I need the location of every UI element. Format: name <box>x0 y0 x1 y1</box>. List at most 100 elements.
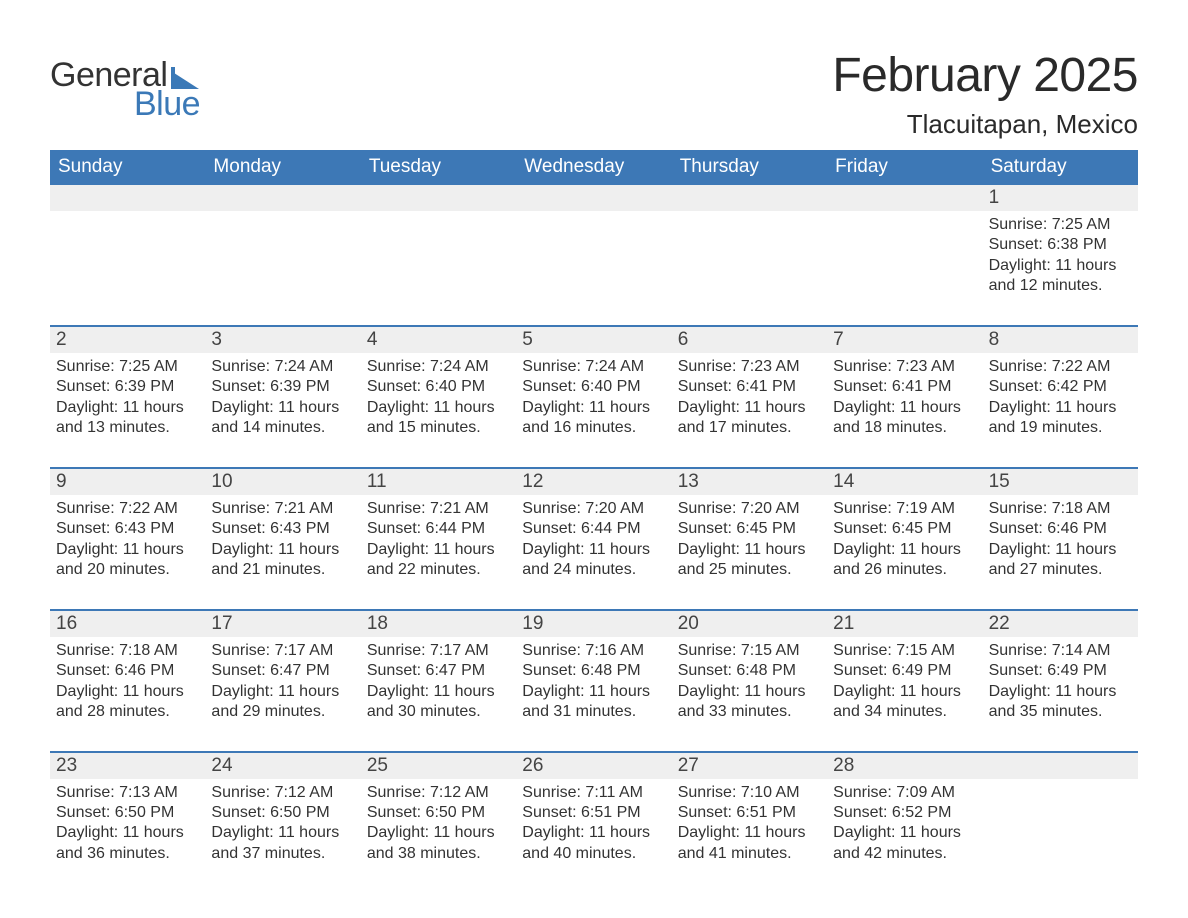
daylight-text: Daylight: 11 hours and 13 minutes. <box>56 398 199 439</box>
day-cell: Sunrise: 7:20 AMSunset: 6:45 PMDaylight:… <box>672 495 827 589</box>
day-cell: Sunrise: 7:23 AMSunset: 6:41 PMDaylight:… <box>827 353 982 447</box>
sunset-text: Sunset: 6:51 PM <box>522 803 665 823</box>
sunset-text: Sunset: 6:44 PM <box>522 519 665 539</box>
day-cell: Sunrise: 7:09 AMSunset: 6:52 PMDaylight:… <box>827 779 982 873</box>
logo-text-blue: Blue <box>134 85 200 124</box>
daylight-text: Daylight: 11 hours and 26 minutes. <box>833 540 976 581</box>
sunset-text: Sunset: 6:45 PM <box>678 519 821 539</box>
day-cell: Sunrise: 7:24 AMSunset: 6:40 PMDaylight:… <box>516 353 671 447</box>
sunset-text: Sunset: 6:39 PM <box>211 377 354 397</box>
daylight-text: Daylight: 11 hours and 29 minutes. <box>211 682 354 723</box>
daylight-text: Daylight: 11 hours and 21 minutes. <box>211 540 354 581</box>
day-number: 8 <box>983 327 1138 353</box>
day-number: 9 <box>50 469 205 495</box>
day-number <box>983 753 1138 779</box>
month-title: February 2025 <box>832 48 1138 103</box>
sunrise-text: Sunrise: 7:12 AM <box>211 783 354 803</box>
day-number: 22 <box>983 611 1138 637</box>
day-cell <box>672 211 827 305</box>
sunset-text: Sunset: 6:50 PM <box>367 803 510 823</box>
sunrise-text: Sunrise: 7:19 AM <box>833 499 976 519</box>
daylight-text: Daylight: 11 hours and 30 minutes. <box>367 682 510 723</box>
sunset-text: Sunset: 6:49 PM <box>833 661 976 681</box>
day-number <box>672 185 827 211</box>
calendar-week: 1Sunrise: 7:25 AMSunset: 6:38 PMDaylight… <box>50 185 1138 305</box>
sunrise-text: Sunrise: 7:17 AM <box>367 641 510 661</box>
sunset-text: Sunset: 6:50 PM <box>211 803 354 823</box>
location-label: Tlacuitapan, Mexico <box>832 109 1138 140</box>
daylight-text: Daylight: 11 hours and 19 minutes. <box>989 398 1132 439</box>
day-cell <box>205 211 360 305</box>
weekday-header: Monday <box>205 150 360 185</box>
calendar-grid: Sunday Monday Tuesday Wednesday Thursday… <box>50 150 1138 872</box>
day-number: 2 <box>50 327 205 353</box>
daylight-text: Daylight: 11 hours and 14 minutes. <box>211 398 354 439</box>
day-cell: Sunrise: 7:16 AMSunset: 6:48 PMDaylight:… <box>516 637 671 731</box>
sunset-text: Sunset: 6:45 PM <box>833 519 976 539</box>
day-cell: Sunrise: 7:21 AMSunset: 6:43 PMDaylight:… <box>205 495 360 589</box>
day-number-row: 2345678 <box>50 327 1138 353</box>
sunrise-text: Sunrise: 7:17 AM <box>211 641 354 661</box>
sunrise-text: Sunrise: 7:20 AM <box>522 499 665 519</box>
day-cell: Sunrise: 7:18 AMSunset: 6:46 PMDaylight:… <box>50 637 205 731</box>
daylight-text: Daylight: 11 hours and 34 minutes. <box>833 682 976 723</box>
day-cell: Sunrise: 7:22 AMSunset: 6:43 PMDaylight:… <box>50 495 205 589</box>
sunset-text: Sunset: 6:49 PM <box>989 661 1132 681</box>
daylight-text: Daylight: 11 hours and 25 minutes. <box>678 540 821 581</box>
day-cell: Sunrise: 7:15 AMSunset: 6:49 PMDaylight:… <box>827 637 982 731</box>
day-cell: Sunrise: 7:14 AMSunset: 6:49 PMDaylight:… <box>983 637 1138 731</box>
daylight-text: Daylight: 11 hours and 41 minutes. <box>678 823 821 864</box>
calendar-page: General Blue February 2025 Tlacuitapan, … <box>0 0 1188 918</box>
daylight-text: Daylight: 11 hours and 20 minutes. <box>56 540 199 581</box>
sunrise-text: Sunrise: 7:23 AM <box>678 357 821 377</box>
weekday-header: Friday <box>827 150 982 185</box>
day-number <box>205 185 360 211</box>
sunset-text: Sunset: 6:46 PM <box>989 519 1132 539</box>
daylight-text: Daylight: 11 hours and 35 minutes. <box>989 682 1132 723</box>
daylight-text: Daylight: 11 hours and 22 minutes. <box>367 540 510 581</box>
daylight-text: Daylight: 11 hours and 31 minutes. <box>522 682 665 723</box>
day-cell: Sunrise: 7:10 AMSunset: 6:51 PMDaylight:… <box>672 779 827 873</box>
day-number: 23 <box>50 753 205 779</box>
weekday-header-row: Sunday Monday Tuesday Wednesday Thursday… <box>50 150 1138 185</box>
day-cell <box>50 211 205 305</box>
sunrise-text: Sunrise: 7:23 AM <box>833 357 976 377</box>
sunrise-text: Sunrise: 7:21 AM <box>367 499 510 519</box>
title-block: February 2025 Tlacuitapan, Mexico <box>832 48 1138 140</box>
sunset-text: Sunset: 6:48 PM <box>678 661 821 681</box>
sunset-text: Sunset: 6:48 PM <box>522 661 665 681</box>
day-cell: Sunrise: 7:23 AMSunset: 6:41 PMDaylight:… <box>672 353 827 447</box>
day-number-row: 1 <box>50 185 1138 211</box>
sunrise-text: Sunrise: 7:25 AM <box>56 357 199 377</box>
day-cell: Sunrise: 7:19 AMSunset: 6:45 PMDaylight:… <box>827 495 982 589</box>
day-number: 11 <box>361 469 516 495</box>
daylight-text: Daylight: 11 hours and 28 minutes. <box>56 682 199 723</box>
day-number: 17 <box>205 611 360 637</box>
page-header: General Blue February 2025 Tlacuitapan, … <box>50 48 1138 140</box>
day-cell: Sunrise: 7:20 AMSunset: 6:44 PMDaylight:… <box>516 495 671 589</box>
sunset-text: Sunset: 6:51 PM <box>678 803 821 823</box>
calendar-week: 2345678Sunrise: 7:25 AMSunset: 6:39 PMDa… <box>50 325 1138 447</box>
calendar-week: 232425262728Sunrise: 7:13 AMSunset: 6:50… <box>50 751 1138 873</box>
day-number: 20 <box>672 611 827 637</box>
day-number: 18 <box>361 611 516 637</box>
sunrise-text: Sunrise: 7:24 AM <box>211 357 354 377</box>
sunrise-text: Sunrise: 7:10 AM <box>678 783 821 803</box>
sunset-text: Sunset: 6:43 PM <box>56 519 199 539</box>
day-cell: Sunrise: 7:21 AMSunset: 6:44 PMDaylight:… <box>361 495 516 589</box>
daylight-text: Daylight: 11 hours and 36 minutes. <box>56 823 199 864</box>
daylight-text: Daylight: 11 hours and 27 minutes. <box>989 540 1132 581</box>
daylight-text: Daylight: 11 hours and 12 minutes. <box>989 256 1132 297</box>
day-number: 14 <box>827 469 982 495</box>
daylight-text: Daylight: 11 hours and 18 minutes. <box>833 398 976 439</box>
day-number-row: 9101112131415 <box>50 469 1138 495</box>
sunrise-text: Sunrise: 7:15 AM <box>833 641 976 661</box>
day-cell <box>516 211 671 305</box>
sunset-text: Sunset: 6:44 PM <box>367 519 510 539</box>
day-number-row: 16171819202122 <box>50 611 1138 637</box>
daylight-text: Daylight: 11 hours and 24 minutes. <box>522 540 665 581</box>
weeks-container: 1Sunrise: 7:25 AMSunset: 6:38 PMDaylight… <box>50 185 1138 872</box>
day-number: 16 <box>50 611 205 637</box>
day-cell: Sunrise: 7:25 AMSunset: 6:39 PMDaylight:… <box>50 353 205 447</box>
day-number: 12 <box>516 469 671 495</box>
